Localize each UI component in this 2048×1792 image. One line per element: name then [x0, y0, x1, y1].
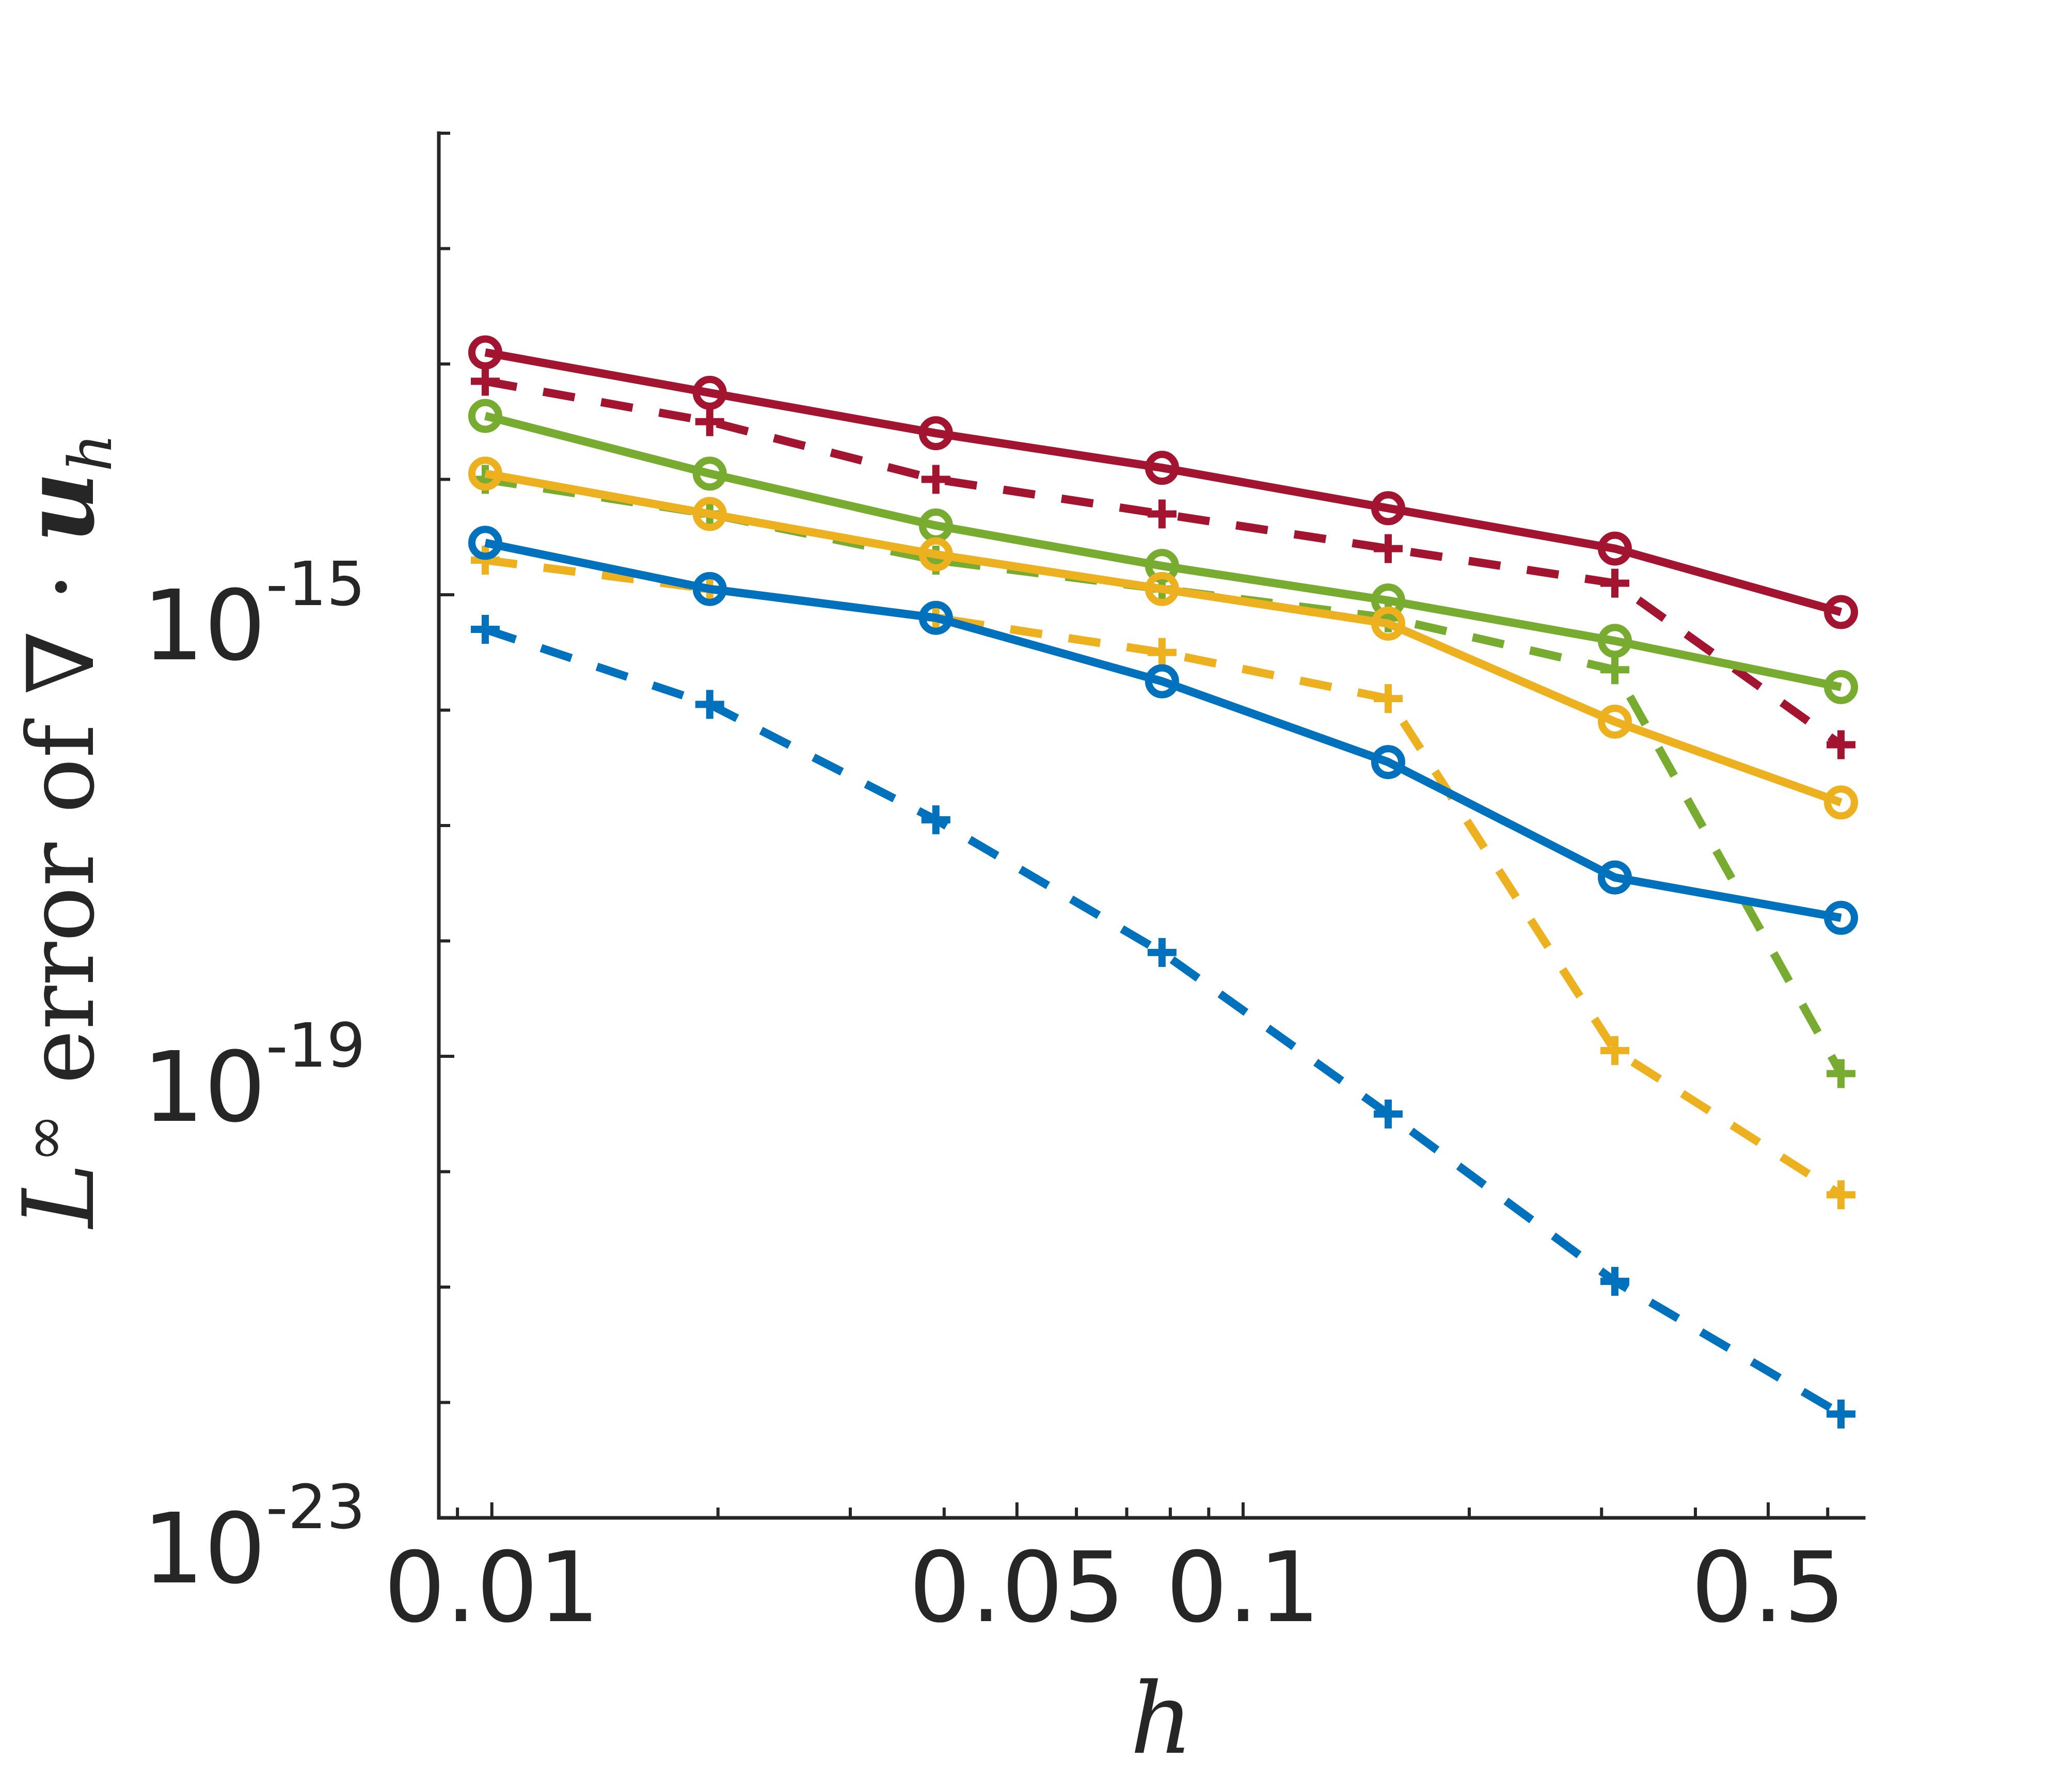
data-point [692, 456, 727, 491]
data-point [1827, 1399, 1856, 1429]
y-tick-label-exponent: -19 [266, 1010, 366, 1081]
data-point [1824, 595, 1859, 629]
series-7 [470, 615, 1856, 1429]
data-point [470, 545, 500, 575]
series-line [484, 348, 1843, 616]
data-point [468, 456, 502, 491]
data-point [1147, 638, 1177, 667]
data-point [1147, 499, 1177, 529]
x-tick-label: 0.5 [1691, 1531, 1846, 1644]
data-point [918, 537, 953, 572]
data-point [1373, 684, 1403, 713]
y-title-superscript: ∞ [10, 1113, 79, 1163]
data-point [1145, 572, 1179, 606]
y-title-var: u [1, 472, 116, 543]
data-point [1373, 534, 1403, 563]
series-4 [468, 456, 1859, 820]
data-point [1600, 655, 1629, 685]
y-axis-title: L∞ error of ∇ · uh [1, 434, 125, 1230]
series-0 [468, 335, 1859, 629]
data-point [1147, 938, 1177, 967]
data-point [1600, 1266, 1629, 1296]
data-point [1371, 491, 1405, 526]
data-point [1598, 531, 1632, 566]
data-point [918, 600, 953, 635]
data-point [470, 367, 500, 396]
data-point [1827, 1180, 1856, 1210]
data-point [921, 805, 950, 834]
data-point [1373, 1099, 1403, 1129]
data-point [468, 335, 502, 370]
y-tick-label: 10 [142, 569, 266, 683]
data-point [1371, 745, 1405, 780]
data-point [921, 465, 950, 494]
y-tick-label: 10 [142, 1031, 266, 1144]
data-point [1145, 664, 1179, 699]
data-point [692, 497, 727, 531]
series-line [484, 538, 1842, 922]
x-tick-label: 0.1 [1166, 1531, 1320, 1644]
data-point [1824, 670, 1859, 704]
data-point [692, 375, 727, 410]
x-tick-label: 0.05 [909, 1531, 1125, 1644]
data-point [1824, 900, 1859, 935]
y-tick-label-exponent: -15 [266, 548, 366, 620]
y-tick-label-exponent: -23 [266, 1471, 366, 1543]
series-1 [470, 367, 1856, 759]
data-point [1598, 704, 1632, 739]
series-line [484, 411, 1842, 691]
x-axis-title: h [1130, 1662, 1193, 1776]
data-point [1600, 1036, 1629, 1065]
data-point [692, 572, 727, 606]
data-point [468, 399, 502, 433]
y-tick-label: 10 [142, 1493, 266, 1606]
series-layer [468, 335, 1859, 1429]
data-point [1598, 860, 1632, 895]
data-point [695, 407, 724, 436]
y-title-subscript: h [56, 434, 125, 472]
data-point [468, 526, 502, 560]
series-6 [468, 526, 1859, 935]
y-title-text: error of ∇ · [8, 543, 115, 1114]
y-title-L: L [2, 1163, 116, 1229]
data-point [1824, 785, 1859, 820]
data-point [1827, 730, 1856, 759]
data-point [470, 615, 500, 644]
data-point [1598, 624, 1632, 658]
data-point [695, 690, 724, 719]
x-tick-label: 0.01 [384, 1531, 600, 1644]
data-point [1145, 451, 1179, 485]
data-point [1827, 1059, 1856, 1088]
series-line [484, 469, 1843, 806]
series-line [484, 625, 1844, 1418]
data-point [1371, 606, 1405, 641]
data-point [918, 416, 953, 451]
data-point [1600, 568, 1629, 598]
